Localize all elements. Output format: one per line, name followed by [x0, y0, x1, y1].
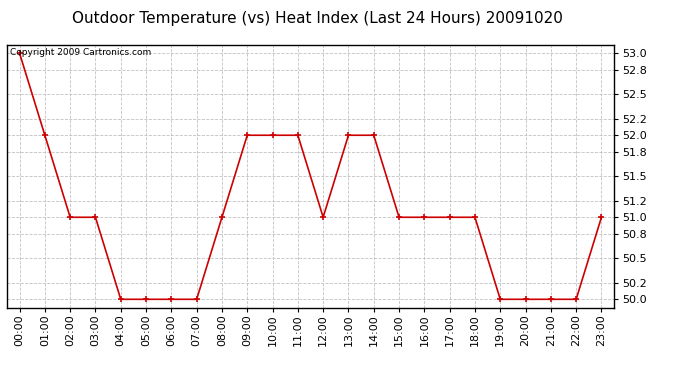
Text: Outdoor Temperature (vs) Heat Index (Last 24 Hours) 20091020: Outdoor Temperature (vs) Heat Index (Las… — [72, 11, 563, 26]
Text: Copyright 2009 Cartronics.com: Copyright 2009 Cartronics.com — [10, 48, 151, 57]
